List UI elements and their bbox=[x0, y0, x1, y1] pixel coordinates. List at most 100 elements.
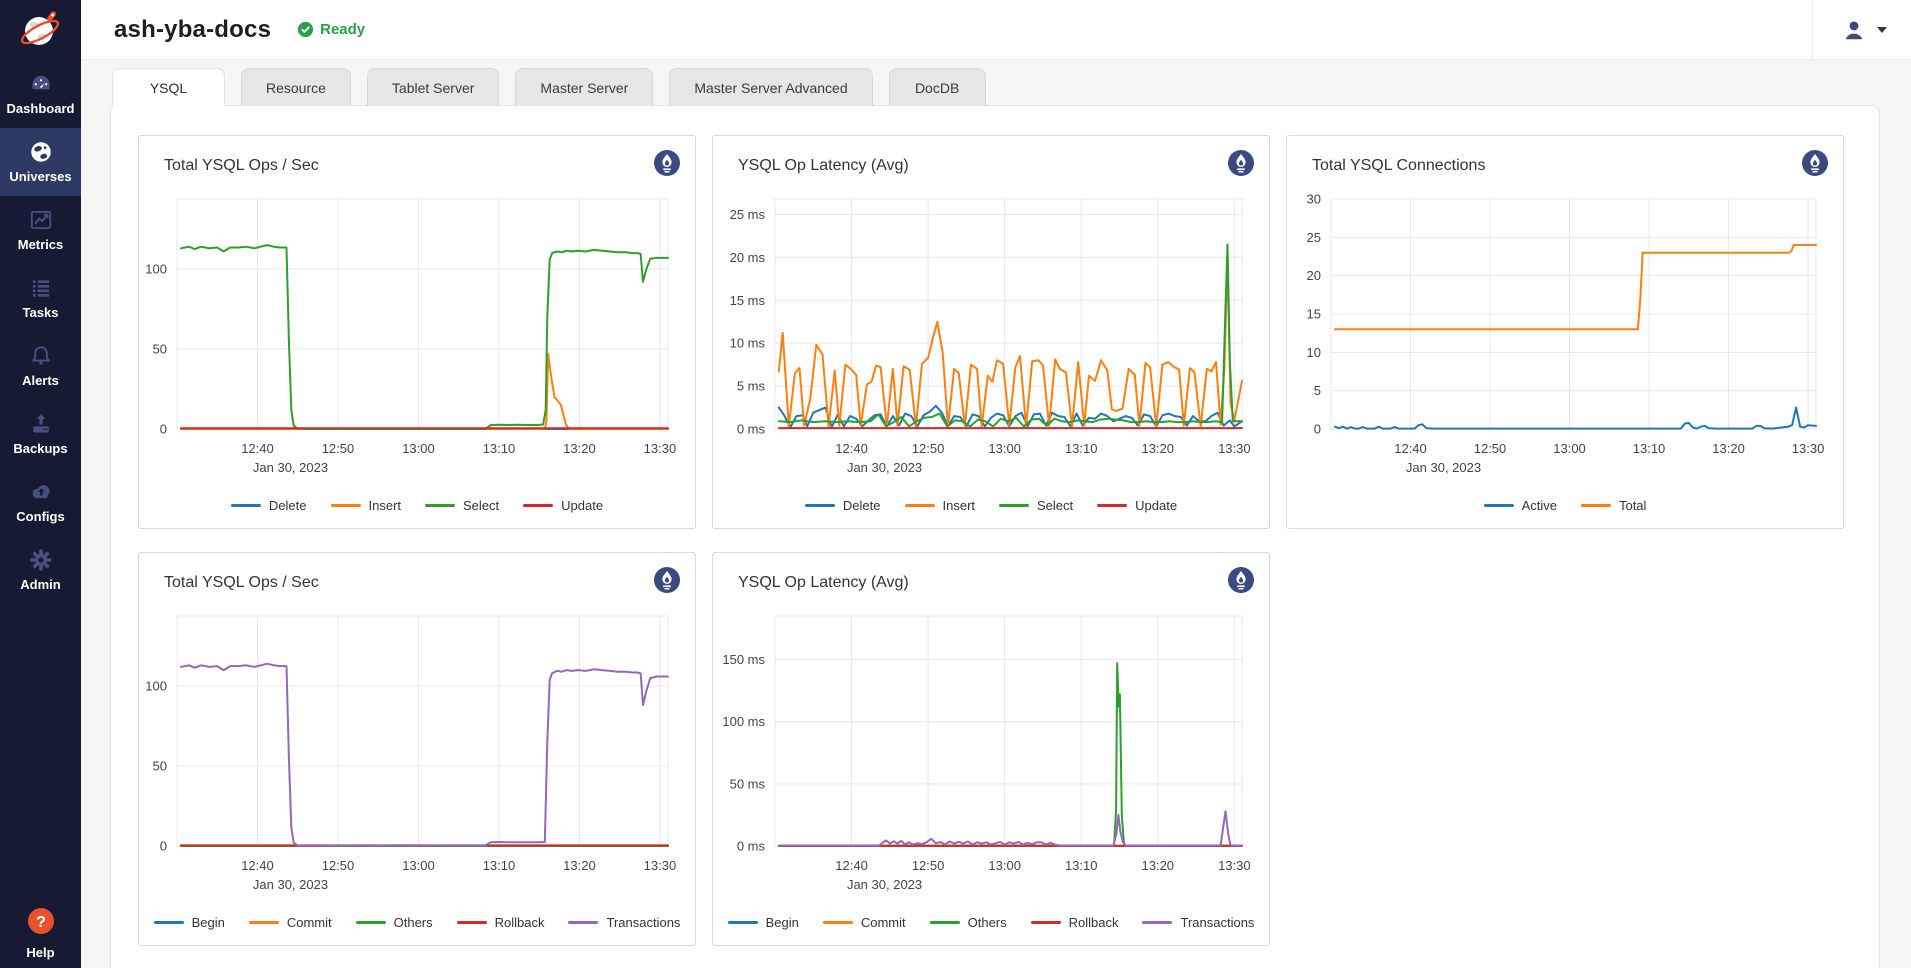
legend-item-commit[interactable]: Commit bbox=[822, 915, 906, 930]
legend-item-begin[interactable]: Begin bbox=[727, 915, 799, 930]
tab-docdb[interactable]: DocDB bbox=[888, 68, 986, 106]
admin-gear-icon bbox=[2, 547, 79, 573]
legend-swatch bbox=[230, 504, 261, 507]
series-line-transactions bbox=[180, 662, 669, 847]
legend-item-total[interactable]: Total bbox=[1580, 498, 1647, 513]
legend-swatch bbox=[248, 921, 279, 924]
legend-item-rollback[interactable]: Rollback bbox=[456, 915, 544, 930]
y-axis-tick-label: 30 bbox=[1307, 192, 1321, 207]
sidebar-item-label: Alerts bbox=[22, 373, 59, 388]
y-axis-tick-label: 10 ms bbox=[730, 336, 766, 351]
tab-master-server-advanced[interactable]: Master Server Advanced bbox=[669, 68, 873, 106]
x-axis-tick-label: 12:40 bbox=[241, 858, 274, 873]
sidebar-item-dashboard[interactable]: Dashboard bbox=[0, 60, 81, 128]
sidebar-item-label: Metrics bbox=[17, 237, 64, 252]
legend-item-select[interactable]: Select bbox=[999, 498, 1073, 513]
plot-area: 0 ms 5 ms 10 ms 15 ms 20 ms 25 ms 12:40 12:50 13… bbox=[730, 198, 1251, 475]
status-badge: Ready bbox=[297, 21, 365, 38]
tab-master-server[interactable]: Master Server bbox=[515, 68, 654, 106]
x-axis-tick-label: 13:30 bbox=[644, 441, 677, 456]
chart-card-total-ysql-transactions-ops-sec: Total YSQL Ops / Sec Begin Commit Others Ro… bbox=[138, 552, 696, 946]
chart-title: Total YSQL Ops / Sec bbox=[164, 574, 319, 591]
chart-legend: Active Total bbox=[1287, 498, 1843, 513]
legend-item-begin[interactable]: Begin bbox=[153, 915, 225, 930]
legend-swatch bbox=[999, 504, 1030, 507]
legend-item-transactions[interactable]: Transactions bbox=[1142, 915, 1254, 930]
y-axis-tick-label: 50 ms bbox=[730, 776, 766, 791]
y-axis-tick-label: 100 ms bbox=[722, 714, 765, 729]
x-axis-date-label: Jan 30, 2023 bbox=[1406, 460, 1481, 475]
legend-item-delete[interactable]: Delete bbox=[804, 498, 881, 513]
chart-title: YSQL Op Latency (Avg) bbox=[738, 574, 909, 591]
legend-item-others[interactable]: Others bbox=[929, 915, 1007, 930]
sidebar-item-admin[interactable]: Admin bbox=[0, 536, 81, 604]
y-axis-tick-label: 5 bbox=[1314, 383, 1321, 398]
legend-item-transactions[interactable]: Transactions bbox=[568, 915, 680, 930]
sidebar-item-label: Dashboard bbox=[6, 101, 75, 116]
sidebar-item-help[interactable]: ? Help bbox=[0, 906, 81, 960]
x-axis-tick-label: 13:30 bbox=[1218, 441, 1251, 456]
legend-swatch bbox=[425, 504, 456, 507]
sidebar-item-alerts[interactable]: Alerts bbox=[0, 332, 81, 400]
legend-item-update[interactable]: Update bbox=[1097, 498, 1177, 513]
plot-frame bbox=[176, 198, 669, 430]
y-axis-tick-label: 20 ms bbox=[730, 250, 766, 265]
y-axis-tick-label: 0 bbox=[160, 839, 167, 854]
sidebar-item-universes[interactable]: Universes bbox=[0, 128, 81, 196]
legend-item-rollback[interactable]: Rollback bbox=[1030, 915, 1119, 930]
x-axis-tick-label: 13:00 bbox=[402, 441, 435, 456]
x-axis-tick-label: 13:10 bbox=[1065, 858, 1098, 873]
tab-resource[interactable]: Resource bbox=[241, 68, 351, 106]
series-line-transactions bbox=[777, 810, 1243, 847]
y-axis-tick-label: 10 bbox=[1307, 345, 1321, 360]
x-axis-tick-label: 13:10 bbox=[1065, 441, 1098, 456]
sidebar-item-tasks[interactable]: Tasks bbox=[0, 264, 81, 332]
y-axis-tick-label: 0 ms bbox=[737, 422, 766, 437]
series-line-select bbox=[777, 243, 1243, 428]
x-axis-tick-label: 13:30 bbox=[1792, 441, 1825, 456]
legend-item-update[interactable]: Update bbox=[523, 498, 603, 513]
legend-item-delete[interactable]: Delete bbox=[230, 498, 307, 513]
legend-item-active[interactable]: Active bbox=[1483, 498, 1557, 513]
prometheus-icon[interactable] bbox=[654, 150, 680, 176]
y-axis-tick-label: 0 bbox=[160, 422, 167, 437]
legend-item-insert[interactable]: Insert bbox=[904, 498, 975, 513]
chart-card-ysql-transaction-latency: YSQL Op Latency (Avg) Begin Commit Others R… bbox=[712, 552, 1270, 946]
sidebar-item-metrics[interactable]: Metrics bbox=[0, 196, 81, 264]
y-axis-tick-label: 50 bbox=[153, 342, 167, 357]
yugabyte-logo[interactable] bbox=[0, 0, 81, 60]
sidebar-item-configs[interactable]: Configs bbox=[0, 468, 81, 536]
user-menu[interactable] bbox=[1812, 0, 1887, 60]
plot-area: 0 5 10 15 20 25 30 12:40 12:50 13:00 13:10 13:20 13:… bbox=[1307, 192, 1825, 476]
x-axis-tick-label: 13:00 bbox=[1553, 441, 1586, 456]
legend-item-commit[interactable]: Commit bbox=[248, 915, 332, 930]
prometheus-icon[interactable] bbox=[1802, 150, 1828, 176]
help-question-icon: ? bbox=[26, 908, 56, 940]
legend-item-insert[interactable]: Insert bbox=[330, 498, 402, 513]
user-icon bbox=[1845, 20, 1863, 39]
tab-tablet-server[interactable]: Tablet Server bbox=[366, 68, 500, 106]
prometheus-icon[interactable] bbox=[654, 567, 680, 593]
legend-label: Commit bbox=[286, 915, 332, 930]
legend-item-select[interactable]: Select bbox=[425, 498, 499, 513]
legend-label: Rollback bbox=[1068, 915, 1119, 930]
x-axis-tick-label: 13:10 bbox=[483, 441, 516, 456]
svg-text:?: ? bbox=[36, 914, 46, 931]
prometheus-icon[interactable] bbox=[1228, 567, 1254, 593]
legend-label: Insert bbox=[368, 498, 402, 513]
legend-label: Total bbox=[1618, 498, 1647, 513]
y-axis-tick-label: 20 bbox=[1307, 268, 1321, 283]
x-axis-tick-label: 13:10 bbox=[483, 858, 516, 873]
universes-globe-icon bbox=[2, 139, 79, 165]
prometheus-flame-icon bbox=[654, 567, 680, 593]
legend-item-others[interactable]: Others bbox=[355, 915, 433, 930]
sidebar-item-backups[interactable]: Backups bbox=[0, 400, 81, 468]
legend-swatch bbox=[822, 921, 853, 924]
prometheus-icon[interactable] bbox=[1228, 150, 1254, 176]
y-axis-tick-label: 0 bbox=[1314, 422, 1321, 437]
main-area: ash-yba-docs Ready YSQL Resource bbox=[81, 0, 1911, 968]
legend-label: Select bbox=[463, 498, 500, 513]
plot-area: 0 50 100 12:40 12:50 13:00 13:10 13:20 13:30 Jan … bbox=[145, 615, 676, 892]
tab-ysql[interactable]: YSQL bbox=[112, 68, 225, 107]
y-axis-tick-label: 25 ms bbox=[730, 207, 766, 222]
